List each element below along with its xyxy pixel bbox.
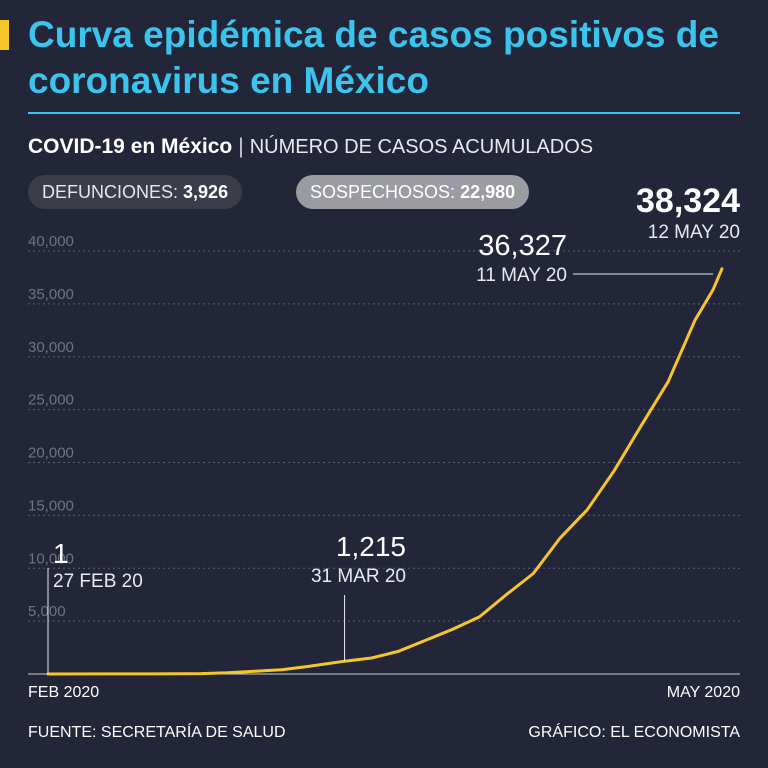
x-axis-start-label: FEB 2020 (28, 684, 99, 701)
latest-value-label: 38,324 (636, 182, 740, 220)
x-axis-end-label: MAY 2020 (667, 684, 740, 701)
suspected-badge: SOSPECHOSOS: 22,980 (296, 175, 530, 209)
y-tick-label: 35,000 (28, 286, 74, 303)
cases-series-line (46, 267, 724, 676)
y-tick-label: 10,000 (28, 550, 74, 567)
title-accent-bar (0, 20, 9, 50)
deaths-badge: DEFUNCIONES: 3,926 (28, 175, 243, 209)
annotation-value-label: 1 (53, 538, 69, 569)
source-note: FUENTE: SECRETARÍA DE SALUD (28, 724, 286, 741)
page-title: Curva epidémica de casos positivos de co… (28, 14, 719, 101)
y-tick-label: 25,000 (28, 392, 74, 409)
annotation-value-label: 1,215 (336, 531, 406, 562)
chart-subtitle: COVID-19 en México | NÚMERO DE CASOS ACUMU… (28, 134, 593, 160)
y-tick-label: 40,000 (28, 233, 74, 250)
latest-date-label: 12 MAY 20 (648, 222, 740, 243)
subtitle-main: COVID-19 en México (28, 135, 233, 158)
deaths-value: 3,926 (183, 182, 229, 202)
credit-note: GRÁFICO: EL ECONOMISTA (528, 724, 740, 741)
annotation-date-label: 27 FEB 20 (53, 571, 143, 592)
annotation-value-label: 36,327 (478, 230, 567, 262)
suspected-label: SOSPECHOSOS: (310, 182, 456, 202)
suspected-value: 22,980 (460, 182, 516, 202)
y-tick-label: 5,000 (28, 603, 66, 620)
annotation-date-label: 31 MAR 20 (311, 566, 406, 587)
y-tick-label: 15,000 (28, 497, 74, 514)
annotation-date-label: 11 MAY 20 (476, 265, 567, 286)
y-tick-label: 20,000 (28, 445, 74, 462)
title-divider (28, 112, 740, 114)
subtitle-description: NÚMERO DE CASOS ACUMULADOS (249, 136, 594, 158)
subtitle-separator: | (238, 135, 244, 158)
deaths-label: DEFUNCIONES: (42, 182, 179, 202)
y-tick-label: 30,000 (28, 339, 74, 356)
